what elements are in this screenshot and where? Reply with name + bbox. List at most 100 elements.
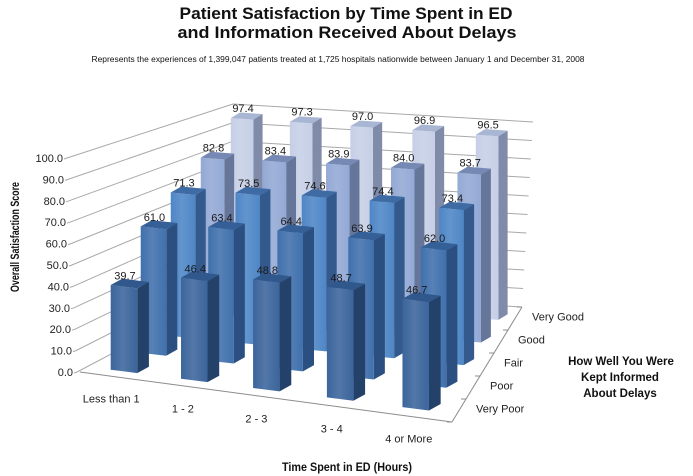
bar-front-face bbox=[110, 285, 138, 374]
x-axis-line bbox=[79, 371, 453, 423]
depth-axis-title-line-2: Kept Informed bbox=[581, 372, 659, 384]
bar-top-face bbox=[402, 292, 441, 303]
bar-top-face bbox=[350, 120, 383, 128]
depth-axis-title-line-3: About Delays bbox=[583, 388, 657, 400]
depth-axis-label-good: Good bbox=[518, 335, 545, 347]
chart-axes-labels: 0.0 10.0 20.0 30.0 40.0 50.0 60.0 70.0 80.0 90.0 1… bbox=[35, 153, 584, 446]
bar-top-face bbox=[326, 280, 366, 291]
bar-side-face bbox=[428, 295, 441, 411]
bar-side-face bbox=[279, 276, 292, 392]
chart-subtitle: Represents the experiences of 1,399,047 … bbox=[92, 55, 586, 64]
bar-top-face bbox=[262, 154, 297, 163]
y-tick-label: 100.0 bbox=[35, 153, 63, 165]
bar-top-face bbox=[420, 241, 458, 251]
gridline bbox=[64, 122, 532, 181]
bar-top-face bbox=[301, 189, 337, 198]
depth-axis-title: How Well You Were Kept Informed About De… bbox=[568, 356, 674, 400]
bar-top-face bbox=[253, 272, 292, 283]
bar-side-face bbox=[353, 283, 366, 401]
y-tick-label: 50.0 bbox=[47, 260, 68, 272]
y-tick-label: 20.0 bbox=[50, 324, 71, 336]
data-label-poor-less-than-1: 61.0 bbox=[144, 212, 165, 224]
data-label-very-poor-less-than-1: 39.7 bbox=[114, 271, 135, 283]
bar-side-face bbox=[463, 204, 475, 366]
bar-side-face bbox=[498, 130, 508, 320]
data-label-poor-3-4: 63.9 bbox=[351, 223, 372, 235]
depth-axis-label-very-good: Very Good bbox=[532, 312, 584, 324]
y-tick-label: 30.0 bbox=[49, 303, 70, 315]
data-label-very-good-4-or-more: 96.5 bbox=[477, 120, 498, 132]
data-label-poor-2-3: 64.4 bbox=[280, 216, 301, 228]
bar-top-face bbox=[289, 116, 322, 124]
x-axis-title: Time Spent in ED (Hours) bbox=[282, 462, 412, 474]
bar-top-face bbox=[200, 151, 235, 160]
depth-axis-label-very-poor: Very Poor bbox=[476, 404, 525, 416]
data-label-very-poor-4-or-more: 46.7 bbox=[406, 284, 427, 296]
bar-top-face bbox=[110, 278, 149, 289]
data-label-good-less-than-1: 82.8 bbox=[203, 143, 224, 155]
data-label-fair-3-4: 74.4 bbox=[372, 186, 393, 198]
data-label-fair-4-or-more: 73.4 bbox=[442, 193, 463, 205]
data-label-fair-1-2: 73.5 bbox=[238, 178, 259, 190]
y-tick-label: 10.0 bbox=[51, 346, 72, 358]
bar-top-face bbox=[181, 271, 220, 281]
data-label-good-3-4: 84.0 bbox=[393, 153, 414, 165]
chart-title-line-1: Patient Satisfaction by Time Spent in ED bbox=[180, 4, 513, 23]
x-tick-label-4-or-more: 4 or More bbox=[385, 434, 432, 446]
bar-side-face bbox=[446, 244, 458, 388]
x-tick-label-3-4: 3 - 4 bbox=[321, 423, 343, 435]
bar-top-face bbox=[369, 194, 405, 204]
x-tick-label-2-3: 2 - 3 bbox=[245, 413, 267, 425]
bar-top-face bbox=[475, 129, 508, 137]
bar-top-face bbox=[277, 224, 314, 234]
bar-front-face bbox=[253, 279, 280, 392]
y-axis-title: Overall Satisfaction Score bbox=[10, 182, 22, 292]
bar-very-poor-3-4 bbox=[326, 280, 366, 401]
bar-top-face bbox=[235, 186, 271, 196]
bar-top-face bbox=[412, 124, 445, 132]
bar-very-poor-2-3 bbox=[253, 272, 292, 392]
data-label-very-good-3-4: 96.9 bbox=[414, 115, 435, 127]
bar-top-face bbox=[439, 201, 475, 211]
y-tick-label: 60.0 bbox=[46, 239, 67, 251]
data-label-very-poor-2-3: 48.8 bbox=[257, 265, 278, 277]
bar-side-face bbox=[373, 234, 385, 380]
data-label-very-good-2-3: 97.0 bbox=[352, 111, 373, 123]
chart-title-line-2: and Information Received About Delays bbox=[178, 23, 517, 42]
bar-side-face bbox=[302, 227, 314, 372]
chart-bars bbox=[110, 112, 508, 411]
bar-top-face bbox=[170, 186, 206, 195]
data-label-fair-less-than-1: 71.3 bbox=[173, 178, 194, 190]
bar-top-face bbox=[390, 161, 425, 170]
y-tick-label: 40.0 bbox=[48, 281, 69, 293]
y-tick-label: 0.0 bbox=[58, 367, 73, 379]
depth-axis-label-poor: Poor bbox=[490, 381, 514, 393]
data-label-very-good-1-2: 97.3 bbox=[291, 107, 312, 119]
y-tick-label: 80.0 bbox=[44, 196, 65, 208]
bar-top-face bbox=[208, 220, 245, 230]
x-tick-label-1-2: 1 - 2 bbox=[172, 403, 194, 415]
bar-top-face bbox=[326, 157, 360, 166]
gridline bbox=[63, 103, 534, 160]
data-label-good-2-3: 83.9 bbox=[328, 149, 349, 161]
depth-axis-label-fair: Fair bbox=[504, 358, 523, 370]
bar-side-face bbox=[394, 197, 405, 359]
bar-side-face bbox=[233, 223, 245, 364]
data-label-very-good-less-than-1: 97.4 bbox=[232, 103, 253, 115]
chart-floor bbox=[79, 306, 523, 423]
y-tick-label: 70.0 bbox=[45, 217, 66, 229]
bar-front-face bbox=[402, 298, 429, 411]
bar-top-face bbox=[457, 166, 491, 175]
data-label-poor-4-or-more: 62.0 bbox=[424, 233, 445, 245]
bar-very-poor-1-2 bbox=[181, 271, 220, 383]
data-label-very-poor-3-4: 48.7 bbox=[330, 272, 351, 284]
bar-top-face bbox=[230, 112, 263, 120]
data-label-poor-1-2: 63.4 bbox=[211, 212, 232, 224]
data-label-good-4-or-more: 83.7 bbox=[460, 158, 481, 170]
bar-side-face bbox=[480, 168, 491, 343]
bar-top-face bbox=[348, 231, 385, 241]
data-label-good-1-2: 83.4 bbox=[265, 145, 286, 157]
bar-side-face bbox=[166, 223, 178, 356]
bar-side-face bbox=[137, 281, 149, 374]
